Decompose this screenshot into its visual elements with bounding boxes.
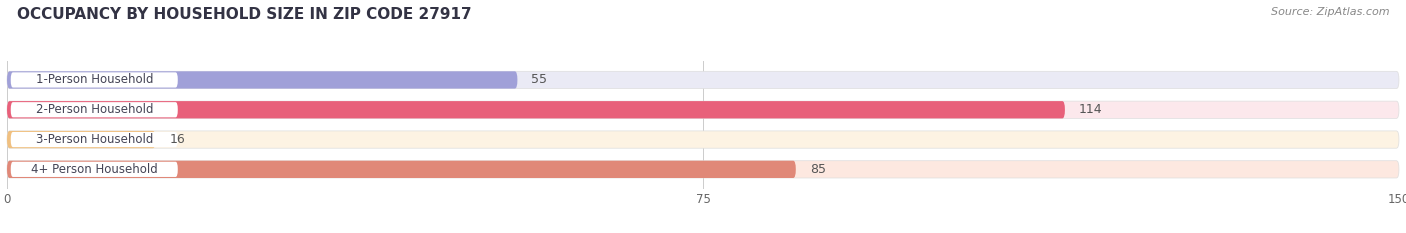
Text: 114: 114: [1078, 103, 1102, 116]
Text: Source: ZipAtlas.com: Source: ZipAtlas.com: [1271, 7, 1389, 17]
Text: 1-Person Household: 1-Person Household: [35, 73, 153, 86]
FancyBboxPatch shape: [7, 161, 796, 178]
Text: 16: 16: [170, 133, 186, 146]
FancyBboxPatch shape: [11, 72, 177, 88]
FancyBboxPatch shape: [7, 101, 1399, 118]
FancyBboxPatch shape: [7, 71, 517, 89]
Text: OCCUPANCY BY HOUSEHOLD SIZE IN ZIP CODE 27917: OCCUPANCY BY HOUSEHOLD SIZE IN ZIP CODE …: [17, 7, 471, 22]
Text: 3-Person Household: 3-Person Household: [35, 133, 153, 146]
FancyBboxPatch shape: [7, 101, 1064, 118]
Text: 55: 55: [531, 73, 547, 86]
Text: 85: 85: [810, 163, 825, 176]
FancyBboxPatch shape: [11, 162, 177, 177]
FancyBboxPatch shape: [11, 102, 177, 117]
FancyBboxPatch shape: [7, 131, 1399, 148]
FancyBboxPatch shape: [7, 161, 1399, 178]
FancyBboxPatch shape: [11, 132, 177, 147]
FancyBboxPatch shape: [7, 131, 156, 148]
FancyBboxPatch shape: [7, 71, 1399, 89]
Text: 2-Person Household: 2-Person Household: [35, 103, 153, 116]
Text: 4+ Person Household: 4+ Person Household: [31, 163, 157, 176]
